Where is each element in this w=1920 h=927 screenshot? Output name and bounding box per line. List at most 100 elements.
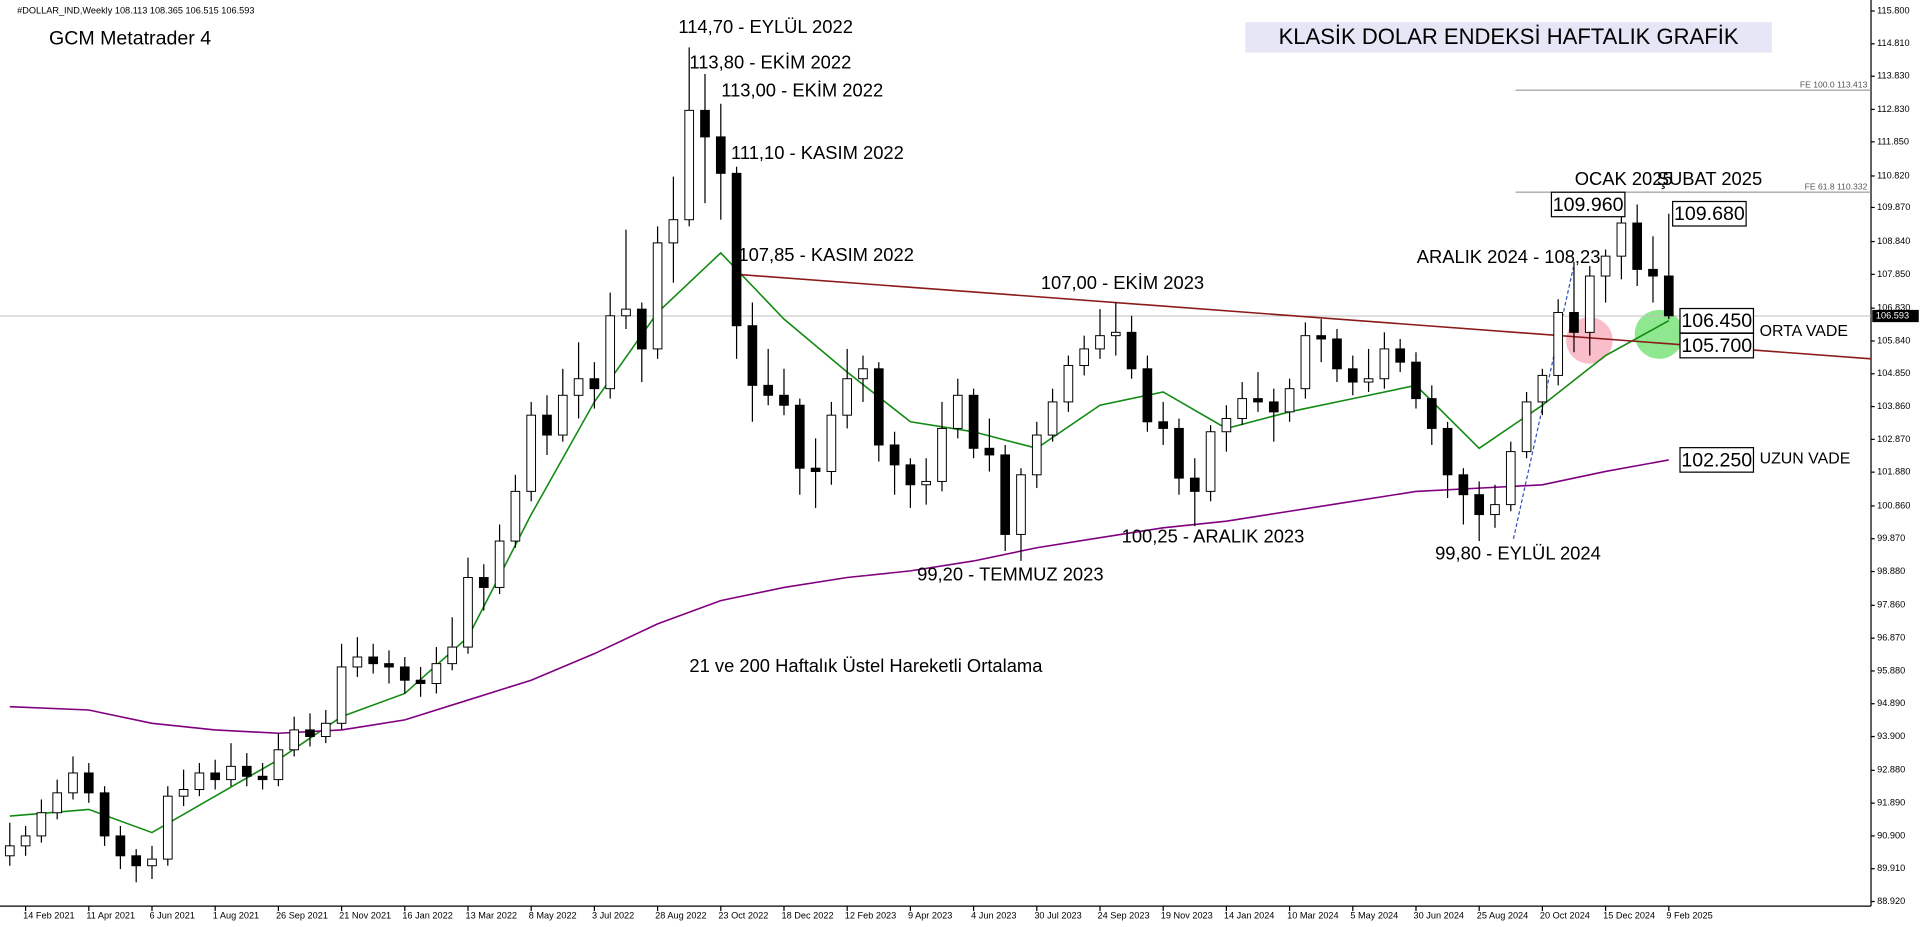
candle-body [352,656,363,668]
candle-body [842,378,853,416]
candle-body [384,663,394,668]
x-tick-label: 12 Feb 2023 [845,910,897,920]
x-tick-label: 30 Jul 2023 [1034,910,1081,920]
x-tick-label: 3 Jul 2022 [592,910,634,920]
x-tick-label: 4 Jun 2023 [971,910,1016,920]
y-tick-label: 93.900 [1877,731,1905,741]
candle-body [1000,454,1011,535]
candle-body [557,394,568,436]
candle-body [526,414,537,492]
candle-body [162,795,173,860]
annotation: ŞUBAT 2025 [1657,168,1762,189]
price-box-label: 105.700 [1681,335,1752,357]
price-box [1679,447,1755,473]
y-tick-label: 91.890 [1877,798,1905,808]
x-tick-label: 9 Apr 2023 [908,910,952,920]
y-tick-label: 88.920 [1877,896,1905,906]
y-tick-label: 103.860 [1877,401,1910,411]
y-tick-label: 105.840 [1877,335,1910,345]
x-tick-label: 13 Mar 2022 [466,910,517,920]
x-tick-label: 14 Feb 2021 [23,910,75,920]
candle-body [968,394,979,449]
y-tick-label: 114.810 [1877,38,1909,48]
candle-body [415,679,426,685]
candle-body [1505,451,1516,506]
annotation: ARALIK 2024 - 108,23 [1417,246,1601,267]
candle-body [1569,311,1579,333]
candle-body [494,540,505,588]
y-tick-label: 108.840 [1877,236,1910,246]
candle-body [1411,361,1421,400]
candle-body [1537,374,1548,403]
candle-body [1395,348,1406,363]
candle-body [794,404,805,469]
annotation: 111,10 - KASIM 2022 [731,142,904,163]
candle-body [4,845,15,857]
candle-body [1221,417,1232,433]
price-box [1679,332,1755,359]
candle-body [1553,311,1564,376]
candle-body [1174,427,1184,479]
x-tick-label: 26 Sep 2021 [276,910,328,920]
y-tick-label: 92.880 [1877,765,1905,775]
candle-body [131,855,142,867]
fib-label: FE 100.0 113.413 [1800,79,1868,89]
candle-body [99,792,110,837]
candle-body [984,447,995,456]
candle-body [905,464,916,486]
candle-body [241,765,252,777]
candle-body [1300,335,1311,390]
candle-body [1616,222,1627,257]
candle-body [747,325,758,386]
x-tick-label: 24 Sep 2023 [1098,910,1150,920]
price-box [1550,191,1626,218]
candle-body [763,384,774,396]
chart-subtitle: GCM Metatrader 4 [49,27,211,49]
annotation: 107,85 - KASIM 2022 [738,244,914,265]
candle-body [1332,338,1342,370]
fib-label: FE 61.8 110.332 [1805,182,1868,192]
chart-header: #DOLLAR_IND,Weekly 108.113 108.365 106.5… [17,5,254,15]
candle-body [921,480,932,486]
x-tick-label: 9 Feb 2025 [1666,910,1712,920]
x-tick-label: 6 Jun 2021 [150,910,195,920]
candle-body [178,789,189,797]
candle-body [257,775,268,781]
candle-body [1063,364,1074,403]
annotation: 114,70 - EYLÜL 2022 [678,16,853,37]
candle-body [1632,222,1643,270]
candle-body [52,792,63,814]
x-tick-label: 23 Oct 2022 [718,910,768,920]
annotation: 107,00 - EKİM 2023 [1041,272,1204,293]
x-tick-label: 1 Aug 2021 [213,910,259,920]
y-tick-label: 89.910 [1877,863,1905,873]
y-tick-label: 101.880 [1877,467,1910,477]
y-tick-label: 110.820 [1877,170,1909,180]
candle-body [573,378,584,396]
candle-body [1521,401,1532,453]
candle-body [1268,401,1279,413]
candle-body [368,656,379,665]
candle-body [1126,331,1137,370]
candle-body [226,765,236,781]
y-tick-label: 90.900 [1877,830,1905,840]
y-tick-label: 95.880 [1877,665,1905,675]
candle-body [1031,434,1042,476]
candle-body [826,414,837,472]
y-tick-label: 109.870 [1877,202,1910,212]
chart-title: KLASİK DOLAR ENDEKSİ HAFTALIK GRAFİK [1279,24,1739,49]
y-tick-label: 112.830 [1877,104,1909,114]
price-box-label: 106.450 [1681,310,1752,332]
candle-body [273,749,284,781]
candle-body [1584,275,1595,333]
candle-body [1379,348,1390,380]
y-tick-label: 100.860 [1877,500,1910,510]
candle-body [1079,348,1090,366]
candle-body [1189,477,1200,492]
candle-body [1047,401,1058,436]
current-price-tag [1872,309,1919,323]
candle-body [1474,494,1485,516]
y-tick-label: 99.870 [1877,533,1905,543]
